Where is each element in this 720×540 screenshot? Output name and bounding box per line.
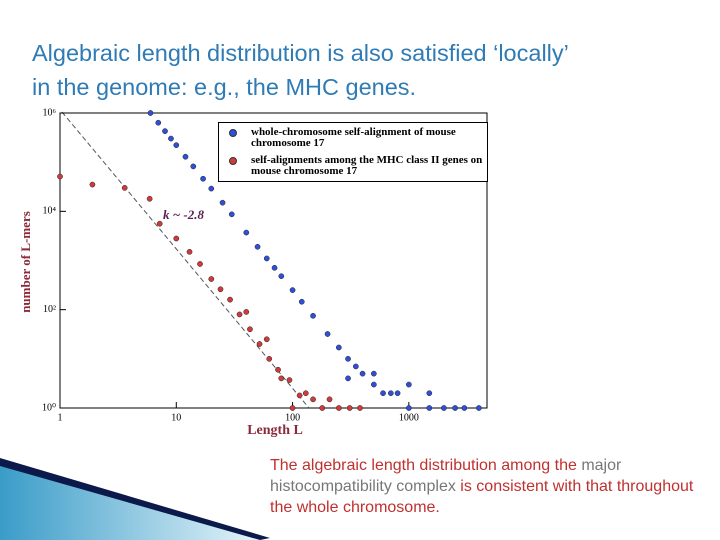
point [236,311,243,318]
point [302,390,309,397]
point [155,119,162,126]
point [352,363,359,370]
point [359,370,366,377]
legend-marker [229,129,237,137]
point [219,199,226,206]
point [452,405,458,411]
point [121,185,128,191]
point [271,264,278,271]
point [405,381,412,388]
plot-frame [59,112,488,409]
decor-streak [0,458,270,540]
point [227,296,233,303]
point [324,331,331,337]
legend: whole-chromosome self-alignment of mouse… [218,122,488,182]
point [208,276,215,282]
x-tick-label: 1000 [399,412,419,423]
point [426,405,433,411]
title-line: in the genome: e.g., the MHC genes. [32,74,417,100]
point [263,255,270,262]
point [173,235,180,242]
point [346,405,353,411]
y-tick-label: 10⁶ [43,107,57,118]
point [217,286,224,293]
point [296,392,303,399]
point [310,312,316,319]
point [243,229,250,236]
point [266,355,273,362]
point [190,163,197,170]
point [345,355,351,362]
legend-marker [229,157,237,165]
point [208,185,215,192]
point [370,381,377,388]
point [394,390,401,397]
y-tick-label: 10² [43,304,56,315]
point [326,396,333,403]
point [156,220,163,227]
point [319,405,326,411]
point [146,195,153,202]
x-tick-label: 1 [58,412,63,423]
point [441,405,447,411]
point [186,248,193,255]
point [405,405,412,411]
x-axis-label: Length L [247,423,303,438]
point [476,405,482,411]
caption-text: is consistent with that throughout the w… [270,478,694,516]
point [310,396,316,403]
point [57,173,63,180]
point [256,341,263,347]
point [335,405,342,411]
point [168,135,174,142]
point [345,375,351,382]
point [147,110,154,116]
point [197,261,203,267]
slide-title: Algebraic length distribution is also sa… [32,36,569,104]
point [289,405,296,411]
y-tick-label: 10⁴ [43,206,57,217]
caption-text: The algebraic length distribution among … [270,457,582,474]
y-axis-label: number of L-mers [18,211,33,313]
legend-label: self-alignments among the MHC class II g… [251,154,483,177]
point [335,344,342,351]
point [380,390,386,397]
point [278,273,285,280]
slope-annotation: k ~ -2.8 [163,207,204,222]
x-tick-label: 100 [285,412,300,423]
point [254,243,261,250]
point [278,375,285,382]
point [263,336,270,343]
point [286,377,293,383]
point [200,175,206,182]
legend-label: whole-chromosome self-alignment of mouse… [251,126,456,149]
caption: The algebraic length distribution among … [270,455,715,518]
point [247,326,253,333]
point [289,287,296,293]
point [89,181,96,188]
caption-text: major histocompatibility complex [270,457,622,495]
point [426,390,433,397]
point [298,298,305,305]
point [243,309,250,315]
point [387,390,394,397]
point [173,142,180,148]
x-tick-label: 10 [171,412,181,423]
point [370,370,377,377]
y-tick-label: 10⁰ [42,402,56,413]
point [357,405,363,411]
point [228,211,235,218]
point [275,366,281,373]
point [182,153,189,160]
point [162,128,168,134]
point [461,405,468,411]
title-line: Algebraic length distribution is also sa… [32,40,569,66]
